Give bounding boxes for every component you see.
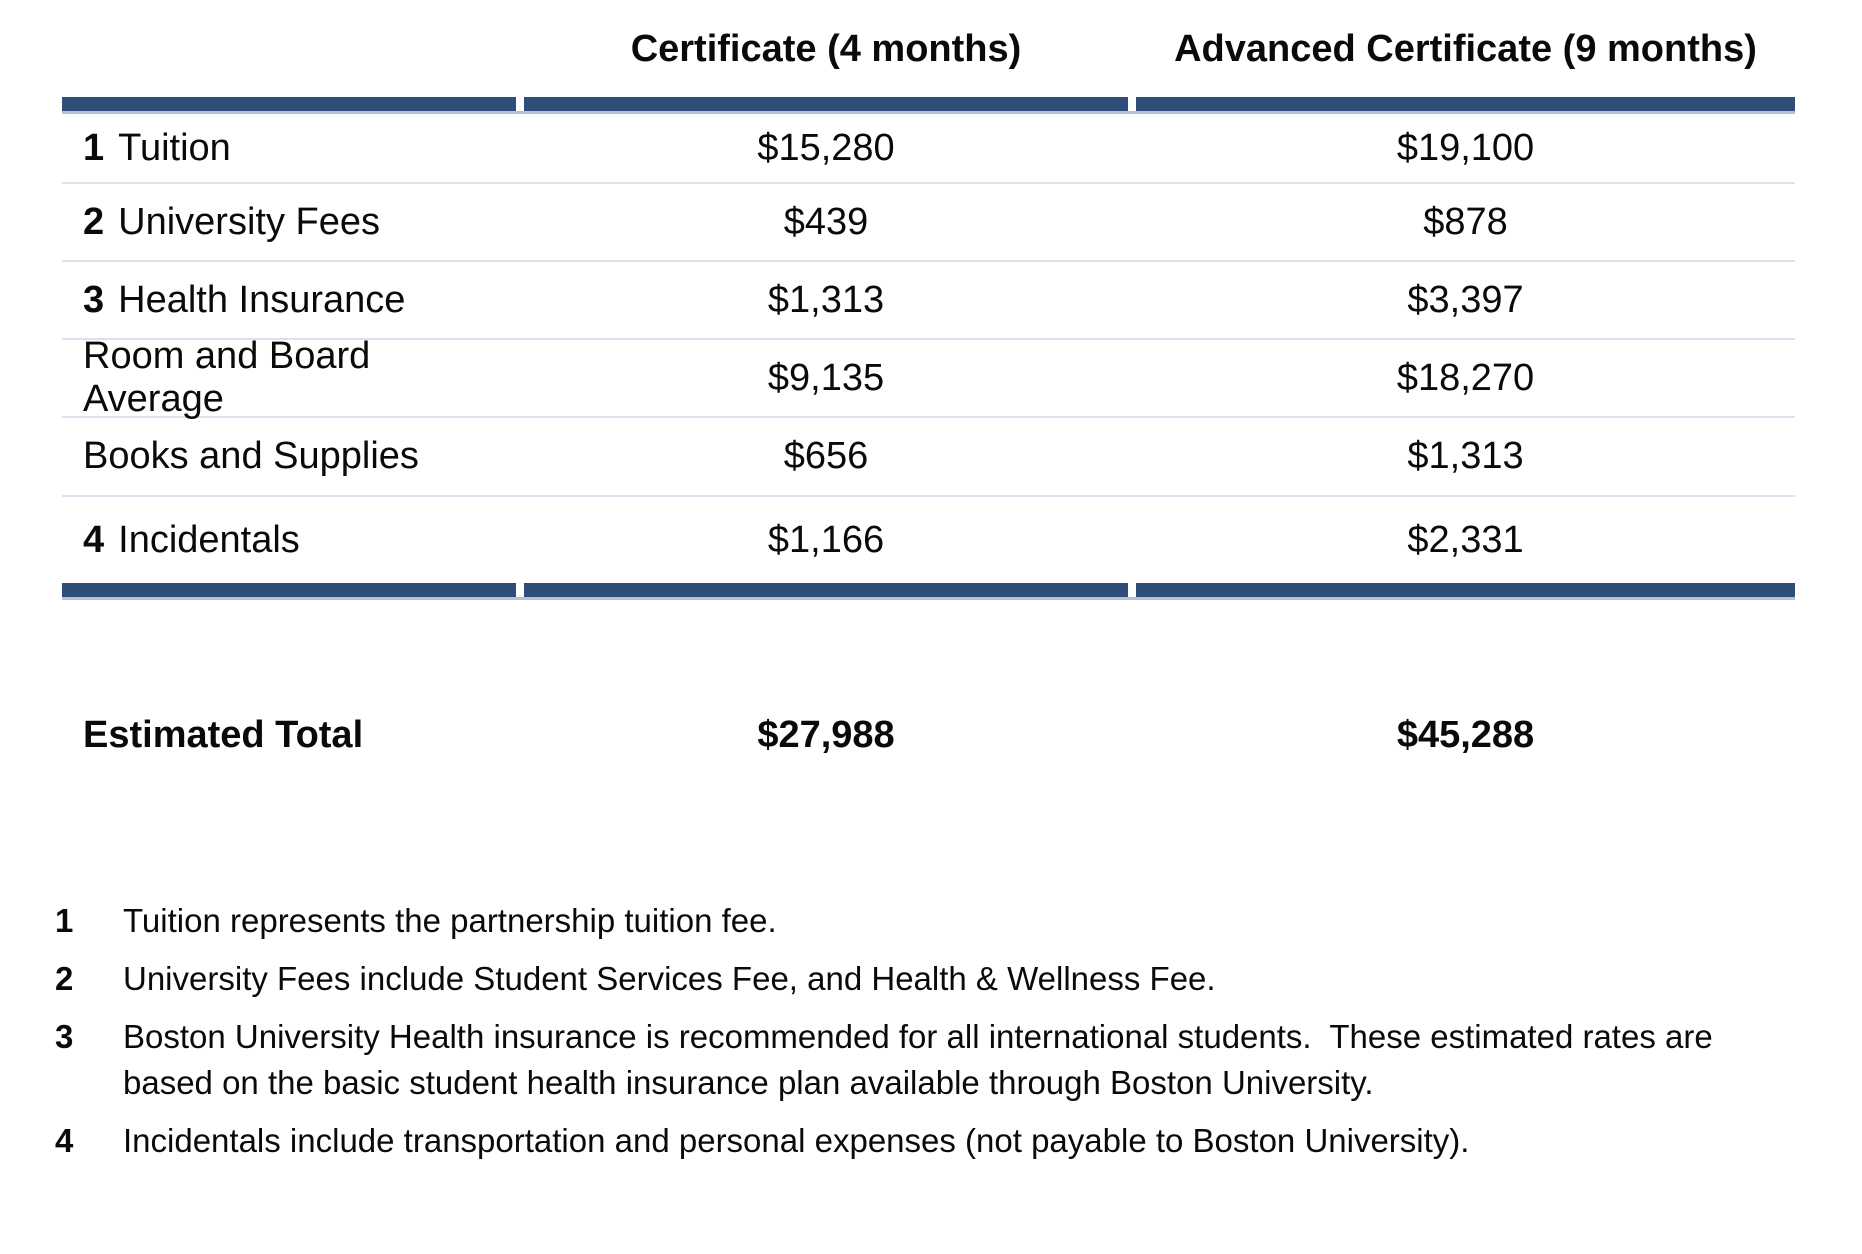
footnote-3: 3 Boston University Health insurance is …	[55, 1014, 1845, 1106]
footnote-ref-4: 4	[83, 518, 105, 561]
footnote-ref-1: 1	[83, 126, 105, 169]
advanced-certificate-value: $3,397	[1407, 278, 1524, 321]
footnote-text: University Fees include Student Services…	[123, 960, 1216, 997]
column-gap	[1128, 340, 1136, 416]
footnote-number: 2	[55, 960, 74, 997]
row-label-text: Incidentals	[118, 518, 300, 561]
column-gap	[1128, 700, 1136, 770]
row-label-text: University Fees	[118, 200, 380, 243]
row-label: Room and Board Average	[62, 335, 516, 420]
certificate-value: $439	[783, 200, 869, 243]
estimated-total-label: Estimated Total	[83, 713, 364, 756]
column-gap	[1128, 262, 1136, 338]
footnote-ref-2: 2	[83, 200, 105, 243]
column-gap	[516, 340, 524, 416]
column-gap	[1128, 114, 1136, 182]
column-gap	[516, 97, 524, 111]
estimated-total-certificate: $27,988	[757, 713, 895, 756]
row-label: 3 Health Insurance	[62, 262, 516, 338]
certificate-value: $1,166	[767, 518, 885, 561]
estimated-total-advanced: $45,288	[1396, 713, 1535, 756]
row-label: 2 University Fees	[62, 184, 516, 260]
certificate-value: $1,313	[767, 278, 885, 321]
table-top-border	[62, 97, 1795, 114]
footnote-2: 2 University Fees include Student Servic…	[55, 956, 1845, 1002]
footnote-number: 3	[55, 1018, 74, 1055]
footnote-1: 1 Tuition represents the partnership tui…	[55, 898, 1845, 944]
table-row-tuition: 1 Tuition $15,280 $19,100	[62, 114, 1795, 184]
column-gap	[516, 262, 524, 338]
advanced-certificate-value: $2,331	[1407, 518, 1524, 561]
row-label: 4 Incidentals	[62, 497, 516, 583]
row-label-text: Health Insurance	[118, 278, 406, 321]
column-gap	[516, 184, 524, 260]
column-gap	[1128, 97, 1136, 111]
advanced-certificate-value: $18,270	[1396, 356, 1535, 399]
footnote-text: Incidentals include transportation and p…	[123, 1122, 1470, 1159]
table-row-books-and-supplies: Books and Supplies $656 $1,313	[62, 418, 1795, 497]
column-gap	[1128, 497, 1136, 583]
row-label-text: Tuition	[118, 126, 231, 169]
column-gap	[1128, 583, 1136, 597]
table-body: 1 Tuition $15,280 $19,100 2 University Fee…	[62, 114, 1795, 583]
advanced-certificate-value: $878	[1423, 200, 1508, 243]
certificate-value: $656	[783, 435, 869, 477]
advanced-certificate-value: $1,313	[1407, 435, 1524, 477]
footnotes-section: 1 Tuition represents the partnership tui…	[55, 898, 1845, 1176]
column-gap	[1128, 184, 1136, 260]
column-gap	[516, 418, 524, 495]
footnote-text: Tuition represents the partnership tuiti…	[123, 902, 777, 939]
column-gap	[516, 497, 524, 583]
certificate-value: $15,280	[757, 126, 895, 169]
column-gap	[516, 583, 524, 597]
table-row-university-fees: 2 University Fees $439 $878	[62, 184, 1795, 262]
row-label: Books and Supplies	[62, 418, 516, 495]
advanced-certificate-value: $19,100	[1396, 126, 1535, 169]
column-header-certificate: Certificate (4 months)	[630, 28, 1022, 70]
table-row-room-and-board: Room and Board Average $9,135 $18,270	[62, 335, 1795, 420]
footnote-4: 4 Incidentals include transportation and…	[55, 1118, 1845, 1164]
row-label-text: Books and Supplies	[83, 435, 419, 477]
certificate-value: $9,135	[767, 356, 885, 399]
column-gap	[1128, 418, 1136, 495]
footnote-number: 4	[55, 1122, 74, 1159]
table-row-health-insurance: 3 Health Insurance $1,313 $3,397	[62, 262, 1795, 340]
row-label-text: Room and Board Average	[83, 335, 371, 420]
footnote-text-line1: Boston University Health insurance is re…	[123, 1018, 1713, 1055]
row-label: 1 Tuition	[62, 114, 516, 182]
column-gap	[516, 114, 524, 182]
estimated-total-row: Estimated Total $27,988 $45,288	[62, 700, 1795, 770]
column-gap	[516, 700, 524, 770]
footnote-text: Boston University Health insurance is re…	[123, 1014, 1845, 1106]
footnote-ref-3: 3	[83, 278, 105, 321]
column-header-advanced-certificate: Advanced Certificate (9 months)	[1174, 28, 1757, 70]
footnote-text-line2: based on the basic student health insura…	[123, 1064, 1374, 1101]
table-header-row: Certificate (4 months) Advanced Certific…	[62, 22, 1795, 76]
table-bottom-border	[62, 583, 1795, 600]
table-row-incidentals: 4 Incidentals $1,166 $2,331	[62, 497, 1795, 583]
footnote-number: 1	[55, 902, 74, 939]
